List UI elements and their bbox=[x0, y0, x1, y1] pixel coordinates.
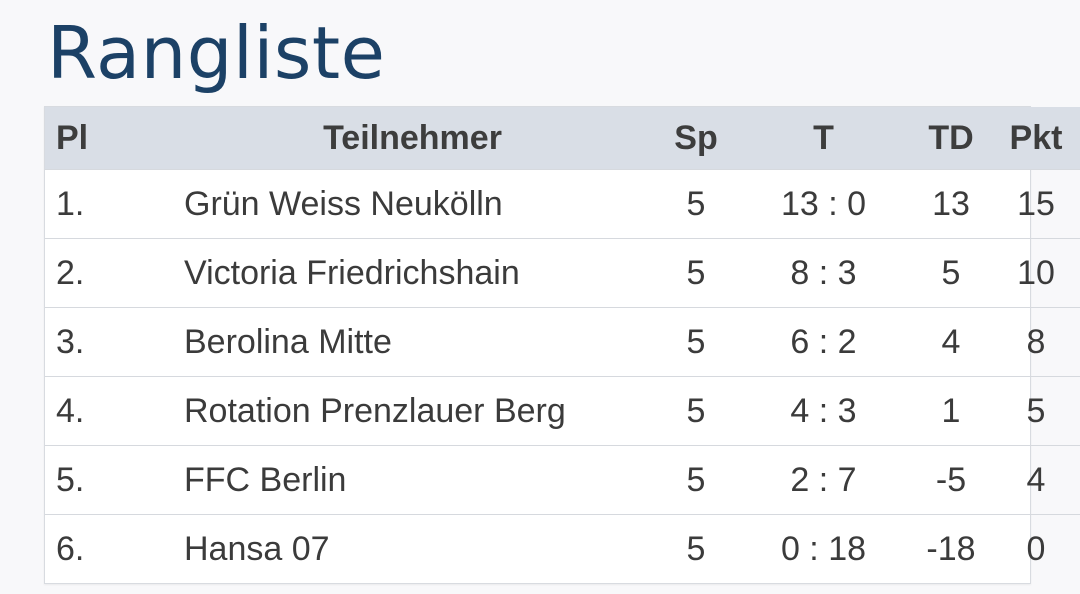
cell-teilnehmer: Berolina Mitte bbox=[184, 307, 661, 377]
cell-t: 2 : 7 bbox=[731, 445, 916, 515]
header-sp: Sp bbox=[674, 118, 718, 157]
cell-td: -18 bbox=[916, 514, 986, 583]
standings-table: Pl Teilnehmer Sp T TD Pkt 1. Grün Weiss … bbox=[45, 107, 1080, 583]
cell-sp: 5 bbox=[661, 169, 731, 239]
cell-pl: 4. bbox=[45, 376, 184, 446]
cell-pl: 3. bbox=[45, 307, 184, 377]
cell-sp: 5 bbox=[661, 238, 731, 308]
header-pkt: Pkt bbox=[1009, 118, 1063, 157]
cell-pl: 2. bbox=[45, 238, 184, 308]
cell-t: 4 : 3 bbox=[731, 376, 916, 446]
table-row: 6. Hansa 07 5 0 : 18 -18 0 bbox=[45, 514, 1080, 583]
cell-td: -5 bbox=[916, 445, 986, 515]
cell-t: 6 : 2 bbox=[731, 307, 916, 377]
cell-sp: 5 bbox=[661, 514, 731, 583]
cell-td: 13 bbox=[916, 169, 986, 239]
standings-table-container: Pl Teilnehmer Sp T TD Pkt 1. Grün Weiss … bbox=[44, 106, 1080, 584]
cell-sp: 5 bbox=[661, 445, 731, 515]
cell-teilnehmer: Rotation Prenzlauer Berg bbox=[184, 376, 661, 446]
cell-pkt: 4 bbox=[986, 445, 1080, 515]
table-body: 1. Grün Weiss Neukölln 5 13 : 0 13 15 2.… bbox=[45, 169, 1080, 583]
cell-teilnehmer: FFC Berlin bbox=[184, 445, 661, 515]
table-row: 1. Grün Weiss Neukölln 5 13 : 0 13 15 bbox=[45, 169, 1080, 239]
cell-sp: 5 bbox=[661, 376, 731, 446]
cell-t: 13 : 0 bbox=[731, 169, 916, 239]
cell-td: 4 bbox=[916, 307, 986, 377]
cell-teilnehmer: Hansa 07 bbox=[184, 514, 661, 583]
header-t: T bbox=[813, 118, 834, 157]
table-row: 2. Victoria Friedrichshain 5 8 : 3 5 10 bbox=[45, 238, 1080, 308]
table-header: Pl Teilnehmer Sp T TD Pkt bbox=[45, 107, 1080, 170]
header-row: Pl Teilnehmer Sp T TD Pkt bbox=[45, 107, 1080, 170]
cell-td: 1 bbox=[916, 376, 986, 446]
header-pl: Pl bbox=[56, 118, 89, 157]
table-row: 5. FFC Berlin 5 2 : 7 -5 4 bbox=[45, 445, 1080, 515]
cell-t: 8 : 3 bbox=[731, 238, 916, 308]
cell-pl: 1. bbox=[45, 169, 184, 239]
table-row: 3. Berolina Mitte 5 6 : 2 4 8 bbox=[45, 307, 1080, 377]
table-row: 4. Rotation Prenzlauer Berg 5 4 : 3 1 5 bbox=[45, 376, 1080, 446]
cell-td: 5 bbox=[916, 238, 986, 308]
cell-pkt: 15 bbox=[986, 169, 1080, 239]
cell-teilnehmer: Victoria Friedrichshain bbox=[184, 238, 661, 308]
cell-pkt: 10 bbox=[986, 238, 1080, 308]
cell-teilnehmer: Grün Weiss Neukölln bbox=[184, 169, 661, 239]
cell-pl: 6. bbox=[45, 514, 184, 583]
page-title: Rangliste bbox=[47, 11, 386, 95]
cell-sp: 5 bbox=[661, 307, 731, 377]
cell-t: 0 : 18 bbox=[731, 514, 916, 583]
cell-pkt: 0 bbox=[986, 514, 1080, 583]
cell-pkt: 5 bbox=[986, 376, 1080, 446]
cell-pl: 5. bbox=[45, 445, 184, 515]
header-teilnehmer: Teilnehmer bbox=[323, 118, 502, 157]
cell-pkt: 8 bbox=[986, 307, 1080, 377]
header-td: TD bbox=[928, 118, 974, 157]
